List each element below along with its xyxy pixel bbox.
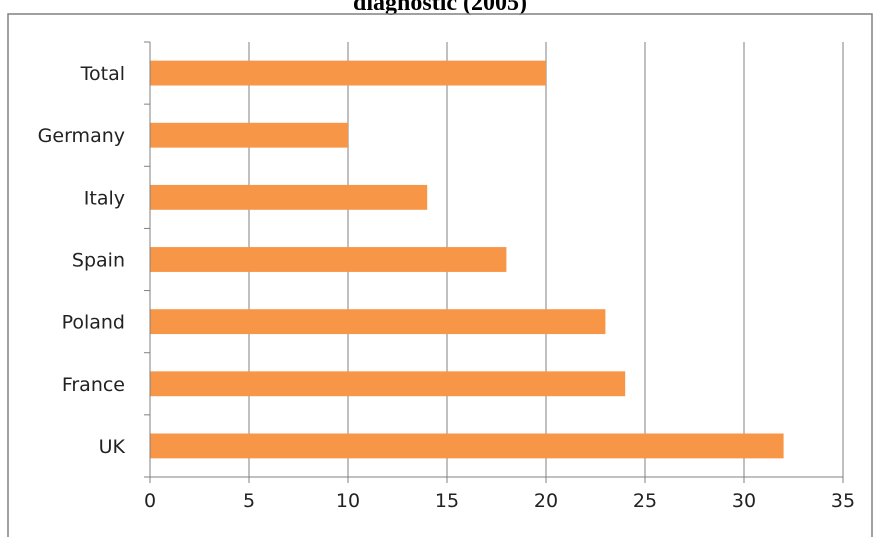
x-tick-label: 0 [144, 490, 156, 512]
bar-poland [150, 309, 606, 335]
category-label: Germany [38, 125, 125, 147]
chart-border [7, 13, 873, 537]
x-tick-label: 25 [633, 490, 657, 512]
bar-total [150, 60, 546, 86]
category-label: Poland [62, 312, 125, 334]
bar-france [150, 371, 626, 397]
category-label: Total [80, 63, 125, 85]
bar-uk [150, 433, 784, 459]
x-tick-label: 15 [435, 490, 459, 512]
axes [144, 41, 844, 483]
x-tick-label: 5 [243, 490, 255, 512]
bars [150, 60, 784, 459]
bar-spain [150, 247, 507, 272]
x-tick-label: 35 [831, 490, 855, 512]
bar-germany [150, 122, 348, 148]
tick-labels: 0 5 10 15 20 25 30 35 [144, 490, 855, 512]
category-labels: Total Germany Italy Spain Poland France UK [38, 63, 126, 458]
x-tick-label: 30 [732, 490, 756, 512]
x-tick-label: 10 [336, 490, 360, 512]
x-tick-label: 20 [534, 490, 558, 512]
category-label: UK [99, 436, 126, 458]
chart-title: diagnostic (2005) [353, 0, 527, 16]
bar-italy [150, 184, 428, 210]
category-label: Spain [72, 250, 125, 272]
category-label: Italy [84, 187, 125, 209]
category-label: France [62, 374, 125, 396]
